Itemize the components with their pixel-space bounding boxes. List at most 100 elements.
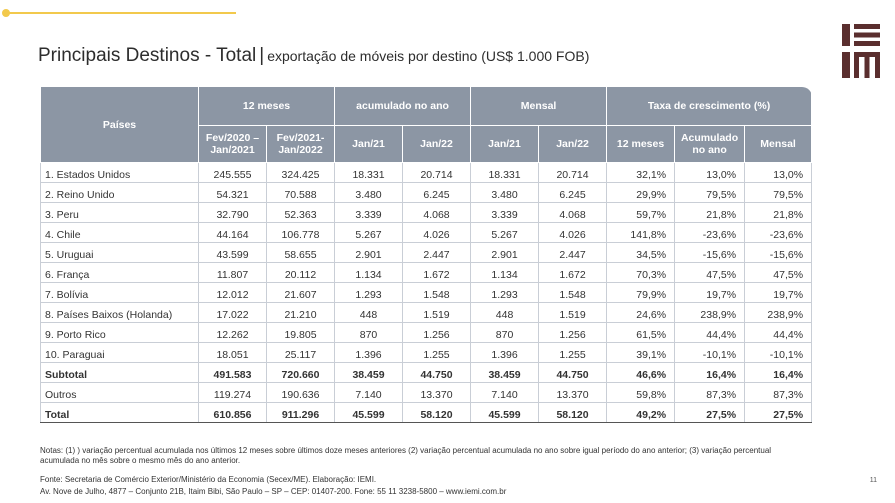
value-cell: 1.548 [402, 282, 472, 303]
table-row: 9. Porto Rico 12.262 19.805 870 1.256 870 1.25… [40, 322, 813, 343]
value-cell: 11.807 [198, 262, 267, 283]
header-acumulado: acumulado no ano [334, 86, 472, 126]
value-cell: 16,4% [744, 362, 813, 383]
subheader-cell: 12 meses [606, 125, 676, 163]
value-cell: 1.256 [538, 322, 608, 343]
value-cell: 12.012 [198, 282, 267, 303]
page-number: 11 [869, 477, 877, 484]
value-cell: 2.901 [334, 242, 404, 263]
value-cell: 54.321 [198, 182, 267, 203]
value-cell: 20.714 [402, 162, 472, 183]
country-cell: 6. França [40, 262, 199, 283]
value-cell: 1.256 [402, 322, 472, 343]
value-cell: 3.339 [470, 202, 540, 223]
value-cell: 610.856 [198, 402, 267, 423]
table-row: 8. Países Baixos (Holanda) 17.022 21.210 44… [40, 302, 813, 323]
value-cell: -15,6% [744, 242, 813, 263]
value-cell: 13,0% [674, 162, 746, 183]
subheader-cell: Jan/22 [538, 125, 608, 163]
value-cell: 2.447 [402, 242, 472, 263]
value-cell: 44,4% [674, 322, 746, 343]
country-cell: 2. Reino Unido [40, 182, 199, 203]
country-cell: 1. Estados Unidos [40, 162, 199, 183]
value-cell: 29,9% [606, 182, 676, 203]
value-cell: -15,6% [674, 242, 746, 263]
value-cell: 1.134 [470, 262, 540, 283]
source-note: Fonte: Secretaria de Comércio Exterior/M… [40, 475, 377, 484]
title-separator: | [259, 45, 265, 66]
value-cell: 70,3% [606, 262, 676, 283]
table-row: 6. França 11.807 20.112 1.134 1.672 1.134 1.67… [40, 262, 813, 283]
subheader-cell: Acumulado no ano [674, 125, 746, 163]
value-cell: 911.296 [265, 402, 336, 423]
value-cell: 87,3% [674, 382, 746, 403]
value-cell: 21,8% [674, 202, 746, 223]
destinations-table: Países 12 meses acumulado no ano Mensal … [40, 86, 813, 423]
table-row: 3. Peru 32.790 52.363 3.339 4.068 3.339 4.068 5… [40, 202, 813, 223]
value-cell: 79,5% [674, 182, 746, 203]
value-cell: 59,7% [606, 202, 676, 223]
value-cell: 38.459 [470, 362, 540, 383]
value-cell: 3.339 [334, 202, 404, 223]
value-cell: 13,0% [744, 162, 813, 183]
table-notes: Notas: (1) ) variação percentual acumula… [40, 446, 772, 465]
page-subtitle: exportação de móveis por destino (US$ 1.… [267, 48, 590, 64]
value-cell: 45.599 [470, 402, 540, 423]
value-cell: 7.140 [334, 382, 404, 403]
value-cell: 70.588 [265, 182, 336, 203]
subheader-cell: Fev/2021- Jan/2022 [265, 125, 336, 163]
value-cell: 27,5% [674, 402, 746, 423]
value-cell: 58.120 [402, 402, 472, 423]
value-cell: 1.134 [334, 262, 404, 283]
value-cell: 238,9% [674, 302, 746, 323]
value-cell: 46,6% [606, 362, 676, 383]
value-cell: 5.267 [470, 222, 540, 243]
value-cell: 1.293 [334, 282, 404, 303]
country-cell: 7. Bolívia [40, 282, 199, 303]
value-cell: 44.750 [402, 362, 472, 383]
table-row: 7. Bolívia 12.012 21.607 1.293 1.548 1.293 1.5… [40, 282, 813, 303]
country-cell: Total [40, 402, 199, 423]
country-cell: 5. Uruguai [40, 242, 199, 263]
value-cell: -10,1% [674, 342, 746, 363]
value-cell: 3.480 [334, 182, 404, 203]
value-cell: 1.519 [538, 302, 608, 323]
table-row: Outros 119.274 190.636 7.140 13.370 7.140 13.3… [40, 382, 813, 403]
value-cell: 491.583 [198, 362, 267, 383]
page-title: Principais Destinos - Total | exportação d… [38, 45, 589, 67]
value-cell: 47,5% [674, 262, 746, 283]
value-cell: 4.068 [538, 202, 608, 223]
page-title-main: Principais Destinos - Total [38, 45, 257, 66]
value-cell: 13.370 [538, 382, 608, 403]
value-cell: 5.267 [334, 222, 404, 243]
value-cell: 19,7% [674, 282, 746, 303]
country-cell: 9. Porto Rico [40, 322, 199, 343]
value-cell: 6.245 [538, 182, 608, 203]
subheader-cell: Jan/22 [402, 125, 472, 163]
value-cell: 32,1% [606, 162, 676, 183]
iemi-logo [842, 24, 880, 78]
value-cell: 52.363 [265, 202, 336, 223]
value-cell: -23,6% [744, 222, 813, 243]
country-cell: 10. Paraguai [40, 342, 199, 363]
subheader-cell: Mensal [744, 125, 813, 163]
subheader-cell: Jan/21 [334, 125, 404, 163]
value-cell: 47,5% [744, 262, 813, 283]
value-cell: 1.396 [334, 342, 404, 363]
table-row: 4. Chile 44.164 106.778 5.267 4.026 5.267 4.02… [40, 222, 813, 243]
value-cell: 870 [470, 322, 540, 343]
value-cell: 16,4% [674, 362, 746, 383]
value-cell: 1.672 [402, 262, 472, 283]
value-cell: 24,6% [606, 302, 676, 323]
value-cell: 106.778 [265, 222, 336, 243]
footer-address: Av. Nove de Julho, 4877 – Conjunto 21B, … [40, 487, 507, 496]
value-cell: 238,9% [744, 302, 813, 323]
header-12-meses: 12 meses [197, 86, 336, 126]
value-cell: 13.370 [402, 382, 472, 403]
value-cell: 58.120 [538, 402, 608, 423]
value-cell: 7.140 [470, 382, 540, 403]
value-cell: 58.655 [265, 242, 336, 263]
value-cell: 44,4% [744, 322, 813, 343]
value-cell: 19.805 [265, 322, 336, 343]
country-cell: 8. Países Baixos (Holanda) [40, 302, 199, 323]
